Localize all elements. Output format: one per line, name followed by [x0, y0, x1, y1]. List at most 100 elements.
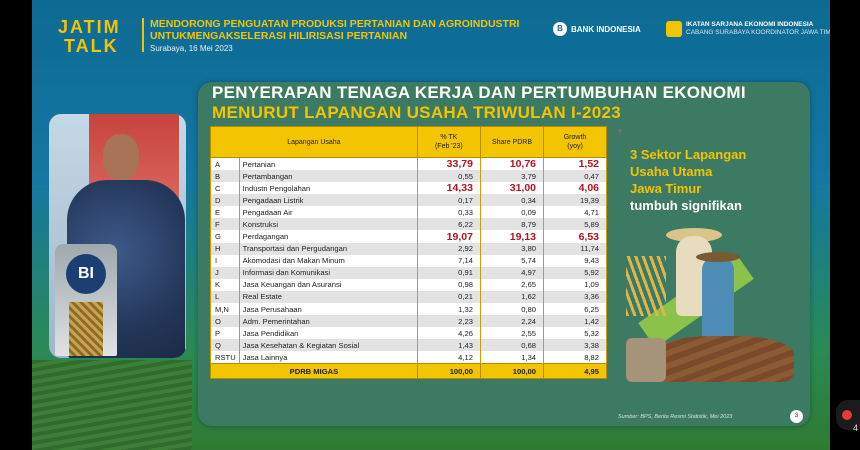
speaker-video-panel: BI — [49, 114, 186, 358]
row-pdrb-value: 10,76 — [479, 157, 545, 170]
table-row: I Akomodasi dan Makan Minum 7,14 5,74 9,43 — [210, 254, 607, 267]
isei-sublabel: CABANG SURABAYA KOORDINATOR JAWA TIMUR — [686, 29, 841, 36]
podium-logo-icon: BI — [66, 254, 106, 294]
row-tk-value: 0,91 — [416, 266, 481, 279]
col-header-sector: Lapangan Usaha — [210, 126, 418, 158]
row-pdrb-value: 8,79 — [479, 218, 545, 231]
farmer-illustration — [626, 226, 796, 396]
table-row: Q Jasa Kesehatan & Kegiatan Sosial 1,43 0,6… — [210, 339, 607, 352]
overlay-label: 4 — [853, 423, 859, 433]
logo-line-2: TALK — [64, 36, 119, 56]
table-header-row: Lapangan Usaha % TK (Feb '23) Share PDRB… — [210, 126, 607, 158]
row-sector-name: Adm. Pemerintahan — [238, 315, 418, 328]
podium-base — [69, 302, 103, 356]
row-code: Q — [210, 339, 240, 352]
sacks-icon — [626, 338, 666, 382]
row-pdrb-value: 0,09 — [479, 206, 545, 219]
row-tk-value: 1,32 — [416, 303, 481, 316]
table-body: A Pertanian 33,79 10,76 1,52 B Pertambangan 0,5… — [210, 157, 607, 364]
row-pdrb-value: 2,65 — [479, 278, 545, 291]
table-row: P Jasa Pendidikan 4,26 2,55 5,32 — [210, 327, 607, 340]
row-code: H — [210, 242, 240, 255]
table-row: E Pengadaan Air 0,33 0,09 4,71 — [210, 206, 607, 219]
row-pdrb-value: 4,97 — [479, 266, 545, 279]
row-sector-name: Jasa Perusahaan — [238, 303, 418, 316]
letterbox-right — [830, 0, 860, 450]
row-pdrb-value: 3,80 — [479, 242, 545, 255]
note-line-2: Usaha Utama — [630, 164, 713, 179]
table-row: RSTU Jasa Lainnya 4,12 1,34 8,82 — [210, 351, 607, 364]
row-sector-name: Akomodasi dan Makan Minum — [238, 254, 418, 267]
field-background — [32, 360, 192, 450]
row-sector-name: Real Estate — [238, 290, 418, 304]
soil-field — [654, 336, 794, 382]
row-growth-value: 4,71 — [543, 206, 607, 219]
row-growth-value: 3,38 — [543, 339, 607, 352]
row-tk-value: 33,79 — [416, 157, 481, 170]
row-tk-value: 0,21 — [416, 290, 481, 304]
slide-subtitle: MENURUT LAPANGAN USAHA TRIWULAN I-2023 — [212, 103, 622, 122]
row-tk-value: 6,22 — [416, 218, 481, 231]
logo-line-1: JATIM — [58, 17, 121, 37]
col-header-growth: Growth (yoy) — [543, 126, 607, 158]
row-growth-value: 11,74 — [543, 242, 607, 255]
highlight-note: 3 Sektor Lapangan Usaha Utama Jawa Timur… — [630, 146, 800, 214]
row-code: F — [210, 218, 240, 231]
row-tk-value: 0,55 — [416, 170, 481, 183]
header-divider — [142, 18, 144, 52]
letterbox-left — [0, 0, 32, 450]
footer-growth: 4,95 — [543, 363, 607, 379]
row-growth-value: 4,06 — [543, 182, 607, 195]
row-tk-value: 7,14 — [416, 254, 481, 267]
note-line-3: Jawa Timur — [630, 181, 702, 196]
table-row: B Pertambangan 0,55 3,79 0,47 — [210, 170, 607, 183]
col-header-pdrb: Share PDRB — [479, 126, 545, 158]
row-code: B — [210, 170, 240, 183]
row-sector-name: Jasa Pendidikan — [238, 327, 418, 340]
table-row: D Pengadaan Listrik 0,17 0,34 19,39 — [210, 194, 607, 207]
farmer-hat-icon-2 — [696, 252, 740, 262]
row-tk-value: 2,92 — [416, 242, 481, 255]
table-row: F Konstruksi 6,22 8,79 5,89 — [210, 218, 607, 231]
row-sector-name: Jasa Kesehatan & Kegiatan Sosial — [238, 339, 418, 352]
row-growth-value: 3,36 — [543, 290, 607, 304]
record-dot-icon[interactable] — [842, 410, 852, 420]
row-sector-name: Pertanian — [238, 157, 418, 170]
row-tk-value: 4,12 — [416, 351, 481, 364]
row-sector-name: Jasa Keuangan dan Asuransi — [238, 278, 418, 291]
row-code: K — [210, 278, 240, 291]
row-sector-name: Pertambangan — [238, 170, 418, 183]
slide-title: PENYERAPAN TENAGA KERJA DAN PERTUMBUHAN … — [212, 83, 746, 102]
row-growth-value: 5,89 — [543, 218, 607, 231]
row-code: A — [210, 157, 240, 170]
row-code: E — [210, 206, 240, 219]
row-pdrb-value: 5,74 — [479, 254, 545, 267]
event-date: Surabaya, 16 Mei 2023 — [150, 44, 233, 53]
footer-label: PDRB MIGAS — [210, 363, 418, 379]
table-row: L Real Estate 0,21 1,62 3,36 — [210, 290, 607, 304]
asterisk-mark: * — [618, 128, 622, 139]
source-note: Sumber: BPS, Berita Resmi Statistik, Mei… — [618, 414, 733, 420]
row-pdrb-value: 3,79 — [479, 170, 545, 183]
jatim-talk-logo: JATIM TALK — [58, 18, 138, 56]
row-growth-value: 1,52 — [543, 157, 607, 170]
isei-logo: IKATAN SARJANA EKONOMI INDONESIA CABANG … — [666, 21, 840, 37]
row-sector-name: Industri Pengolahan — [238, 182, 418, 195]
row-sector-name: Transportasi dan Pergudangan — [238, 242, 418, 255]
row-pdrb-value: 19,13 — [479, 230, 545, 243]
row-code: M,N — [210, 303, 240, 316]
row-tk-value: 14,33 — [416, 182, 481, 195]
speaker-head — [103, 134, 139, 180]
row-code: C — [210, 182, 240, 195]
farmer-hat-icon — [666, 228, 722, 242]
row-pdrb-value: 2,24 — [479, 315, 545, 328]
table-row: G Perdagangan 19,07 19,13 6,53 — [210, 230, 607, 243]
isei-label: IKATAN SARJANA EKONOMI INDONESIA — [686, 21, 814, 28]
row-tk-value: 0,33 — [416, 206, 481, 219]
event-title: MENDORONG PENGUATAN PRODUKSI PERTANIAN D… — [150, 18, 530, 42]
row-pdrb-value: 2,55 — [479, 327, 545, 340]
footer-tk: 100,00 — [416, 363, 481, 379]
row-pdrb-value: 31,00 — [479, 182, 545, 195]
row-code: D — [210, 194, 240, 207]
